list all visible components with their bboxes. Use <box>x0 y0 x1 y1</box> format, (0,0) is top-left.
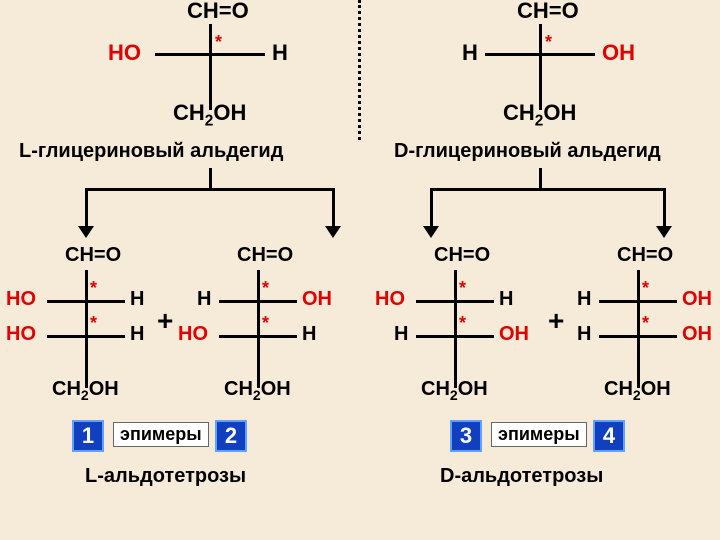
s4-bb <box>637 270 640 388</box>
s1-c1 <box>47 300 125 303</box>
s2-l2: HO <box>178 323 208 346</box>
s3-c2 <box>416 335 494 338</box>
s1-cho: CH=O <box>65 244 121 267</box>
lb-stem <box>209 168 212 188</box>
s3-st1: * <box>459 278 466 299</box>
num-2: 2 <box>215 420 247 452</box>
plus-left: + <box>157 305 173 337</box>
s1-c2 <box>47 335 125 338</box>
s1-l2: HO <box>6 323 36 346</box>
tr-oh: OH <box>602 40 635 66</box>
s3-r2: OH <box>499 323 529 346</box>
s4-r2: OH <box>682 323 712 346</box>
epi-left: эпимеры <box>113 422 209 447</box>
s3-st2: * <box>459 313 466 334</box>
rb-stem <box>539 168 542 188</box>
s2-ch2oh: CH2OH <box>224 378 291 403</box>
s2-bb <box>257 270 260 388</box>
num-3: 3 <box>450 420 482 452</box>
s2-r1: OH <box>302 288 332 311</box>
rb-left-drop <box>430 188 433 228</box>
tl-backbone <box>209 24 212 110</box>
divider <box>358 0 361 140</box>
left-bottom-caption: L-альдотетрозы <box>85 465 246 488</box>
s4-r1: OH <box>682 288 712 311</box>
tr-cross <box>485 53 595 56</box>
s3-l1: HO <box>375 288 405 311</box>
s4-l2: H <box>577 323 591 346</box>
s4-cho: CH=O <box>617 244 673 267</box>
tl-star: * <box>215 32 222 53</box>
rb-arrow-l <box>423 226 439 238</box>
rb-right-drop <box>663 188 666 228</box>
s2-r2: H <box>302 323 316 346</box>
s1-r2: H <box>130 323 144 346</box>
lb-bar <box>85 188 335 191</box>
s2-st1: * <box>262 278 269 299</box>
s1-ch2oh: CH2OH <box>52 378 119 403</box>
tr-h: H <box>462 40 478 66</box>
lb-arrow-r <box>325 226 341 238</box>
s2-l1: H <box>197 288 211 311</box>
s2-cho: CH=O <box>237 244 293 267</box>
s4-st2: * <box>642 313 649 334</box>
tr-star: * <box>545 32 552 53</box>
tl-ch2oh: CH2OH <box>173 100 246 130</box>
lb-arrow-l <box>78 226 94 238</box>
s3-bb <box>454 270 457 388</box>
tl-cross <box>155 53 265 56</box>
s1-bb <box>85 270 88 388</box>
tr-ch2oh: CH2OH <box>503 100 576 130</box>
right-bottom-caption: D-альдотетрозы <box>440 465 603 488</box>
num-1: 1 <box>72 420 104 452</box>
tl-ho: HO <box>108 40 141 66</box>
s3-r1: H <box>499 288 513 311</box>
s4-c2 <box>599 335 677 338</box>
tl-caption: L-глицериновый альдегид <box>19 140 283 163</box>
s2-c1 <box>219 300 297 303</box>
tl-cho: CH=O <box>187 0 249 24</box>
s1-st2: * <box>90 313 97 334</box>
lb-right-drop <box>332 188 335 228</box>
s3-ch2oh: CH2OH <box>421 378 488 403</box>
s4-l1: H <box>577 288 591 311</box>
s1-st1: * <box>90 278 97 299</box>
tr-cho: CH=O <box>517 0 579 24</box>
s1-l1: HO <box>6 288 36 311</box>
s4-c1 <box>599 300 677 303</box>
s4-ch2oh: CH2OH <box>604 378 671 403</box>
s2-st2: * <box>262 313 269 334</box>
s4-st1: * <box>642 278 649 299</box>
tr-caption: D-глицериновый альдегид <box>394 140 661 163</box>
plus-right: + <box>548 305 564 337</box>
rb-bar <box>430 188 666 191</box>
s3-cho: CH=O <box>434 244 490 267</box>
epi-right: эпимеры <box>491 422 587 447</box>
lb-left-drop <box>85 188 88 228</box>
s1-r1: H <box>130 288 144 311</box>
tr-backbone <box>539 24 542 110</box>
tl-h: H <box>272 40 288 66</box>
s3-c1 <box>416 300 494 303</box>
num-4: 4 <box>593 420 625 452</box>
s2-c2 <box>219 335 297 338</box>
s3-l2: H <box>394 323 408 346</box>
rb-arrow-r <box>656 226 672 238</box>
